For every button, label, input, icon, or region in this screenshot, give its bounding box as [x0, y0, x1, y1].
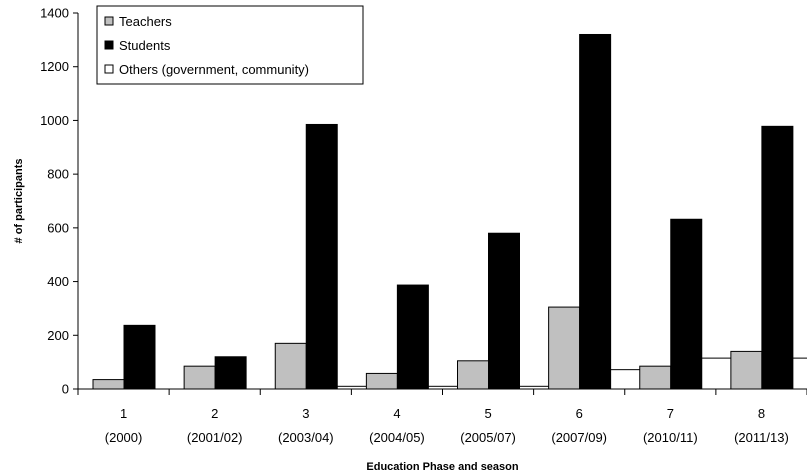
x-tick-label-phase: 4: [393, 406, 400, 421]
bar-teachers: [183, 365, 216, 390]
bar-students: [214, 356, 247, 390]
x-tick-label-phase: 6: [576, 406, 583, 421]
x-tick-label-season: (2010/11): [643, 430, 698, 445]
x-tick-label-season: (2000): [105, 430, 143, 445]
y-tick-label: 400: [47, 274, 69, 289]
x-tick-label-season: (2004/05): [369, 430, 425, 445]
legend-label: Others (government, community): [119, 62, 309, 77]
y-tick-label: 1400: [40, 6, 69, 21]
bar-others: [701, 357, 734, 390]
legend-label: Teachers: [119, 14, 172, 29]
legend-swatch: [104, 40, 114, 50]
x-tick-label-season: (2003/04): [278, 430, 334, 445]
bar-marks: [92, 33, 807, 390]
bar-students: [761, 125, 794, 390]
bar-students: [305, 123, 338, 390]
bar-others: [792, 357, 807, 390]
bar-students: [579, 33, 612, 390]
x-tick-label-phase: 7: [667, 406, 674, 421]
bar-teachers: [274, 342, 307, 390]
bar-teachers: [639, 365, 672, 390]
y-tick-label: 600: [47, 220, 69, 235]
x-tick-label-phase: 1: [120, 406, 127, 421]
bar-teachers: [730, 350, 763, 390]
y-tick-label: 200: [47, 328, 69, 343]
bar-teachers: [457, 360, 489, 390]
legend-label: Students: [119, 38, 171, 53]
bar-students: [670, 218, 703, 390]
x-tick-label-phase: 3: [302, 406, 309, 421]
y-tick-label: 1000: [40, 113, 69, 128]
legend: Teachers Students Others (government, comm…: [96, 5, 364, 85]
bar-students: [396, 284, 429, 390]
bar-students: [488, 232, 520, 390]
y-tick-label: 1200: [40, 59, 69, 74]
x-tick-label-phase: 2: [211, 406, 218, 421]
legend-box: [96, 5, 364, 85]
x-axis-title: Education Phase and season: [366, 461, 518, 473]
y-tick-label: 0: [62, 382, 69, 397]
x-tick-label-season: (2005/07): [460, 430, 516, 445]
x-tick-label-season: (2007/09): [551, 430, 607, 445]
legend-swatch: [104, 16, 114, 26]
x-axis-ticks: 1 (2000) 2 (2001/02) 3 (2003/04) 4 (2004/05) 5 (2…: [77, 389, 807, 445]
y-tick-label: 800: [47, 167, 69, 182]
x-tick-label-season: (2001/02): [187, 430, 243, 445]
x-tick-label-phase: 5: [484, 406, 491, 421]
y-axis-title: # of participants: [13, 159, 25, 244]
x-tick-label-season: (2011/13): [734, 430, 789, 445]
bar-teachers: [92, 379, 125, 390]
bar-teachers: [365, 372, 398, 390]
legend-swatch: [104, 64, 114, 74]
bar-others: [610, 369, 643, 390]
bar-students: [123, 324, 156, 390]
x-tick-label-phase: 8: [758, 406, 765, 421]
y-axis-ticks: 0 200 400 600 800 1000 1200 1400: [40, 6, 78, 397]
bar-teachers: [548, 306, 581, 390]
